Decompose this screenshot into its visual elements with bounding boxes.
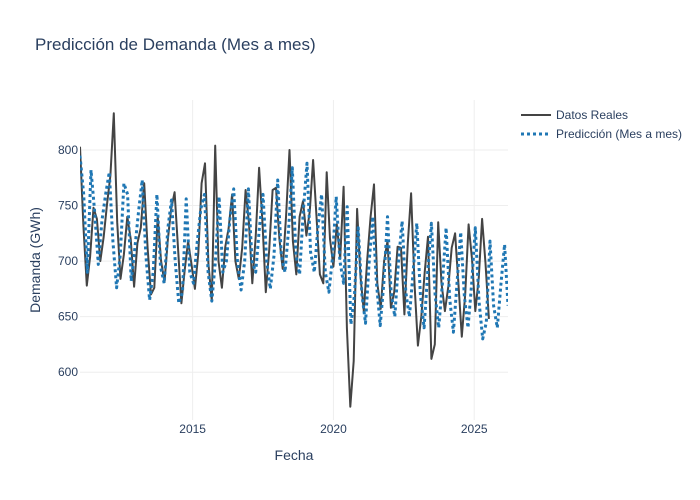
series-line-1 (80, 155, 508, 341)
legend-item-1[interactable]: Predicción (Mes a mes) (521, 127, 682, 141)
legend-label: Predicción (Mes a mes) (556, 127, 682, 141)
x-tick-label: 2025 (461, 422, 488, 436)
legend-item-0[interactable]: Datos Reales (521, 108, 628, 122)
legend-label: Datos Reales (556, 108, 628, 122)
series-layer (80, 112, 508, 408)
y-tick-label: 800 (58, 143, 78, 157)
y-tick-labels: 600 650 700 750 800 (58, 143, 78, 379)
y-tick-label: 700 (58, 254, 78, 268)
y-tick-label: 650 (58, 310, 78, 324)
y-axis-title: Demanda (GWh) (27, 207, 43, 313)
x-tick-labels: 2015 2020 2025 (179, 422, 488, 436)
x-tick-label: 2020 (320, 422, 347, 436)
y-tick-label: 600 (58, 365, 78, 379)
x-tick-label: 2015 (179, 422, 206, 436)
x-axis-title: Fecha (275, 447, 314, 463)
series-line-0 (80, 112, 490, 408)
legend[interactable]: Datos Reales Predicción (Mes a mes) (521, 108, 682, 141)
y-tick-label: 750 (58, 199, 78, 213)
chart-title: Predicción de Demanda (Mes a mes) (35, 35, 316, 54)
